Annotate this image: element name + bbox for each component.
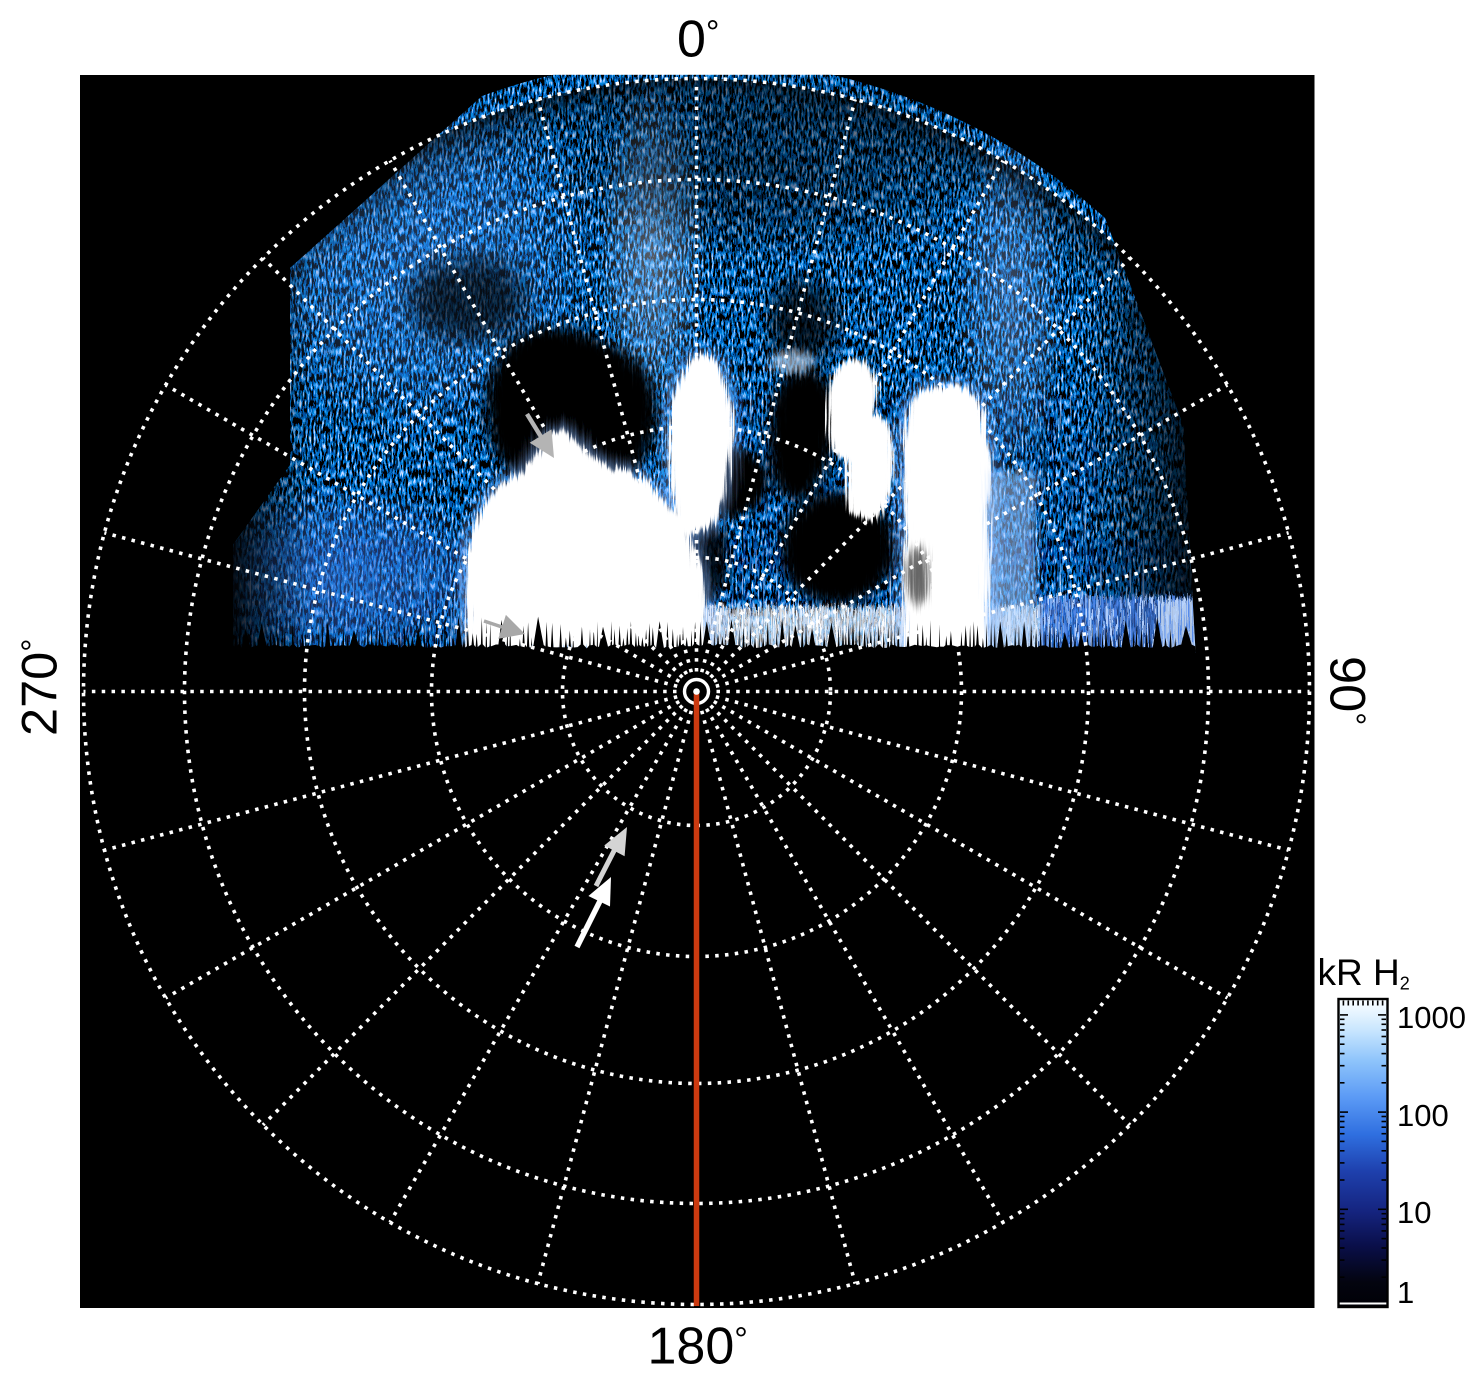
svg-text:10: 10 xyxy=(1397,1195,1431,1230)
svg-text:270°: 270° xyxy=(11,639,68,736)
svg-text:100: 100 xyxy=(1397,1098,1449,1133)
svg-text:1: 1 xyxy=(1397,1275,1414,1310)
svg-text:1000: 1000 xyxy=(1397,1000,1466,1035)
svg-text:kR H2: kR H2 xyxy=(1318,952,1410,994)
svg-text:180°: 180° xyxy=(648,1318,748,1376)
